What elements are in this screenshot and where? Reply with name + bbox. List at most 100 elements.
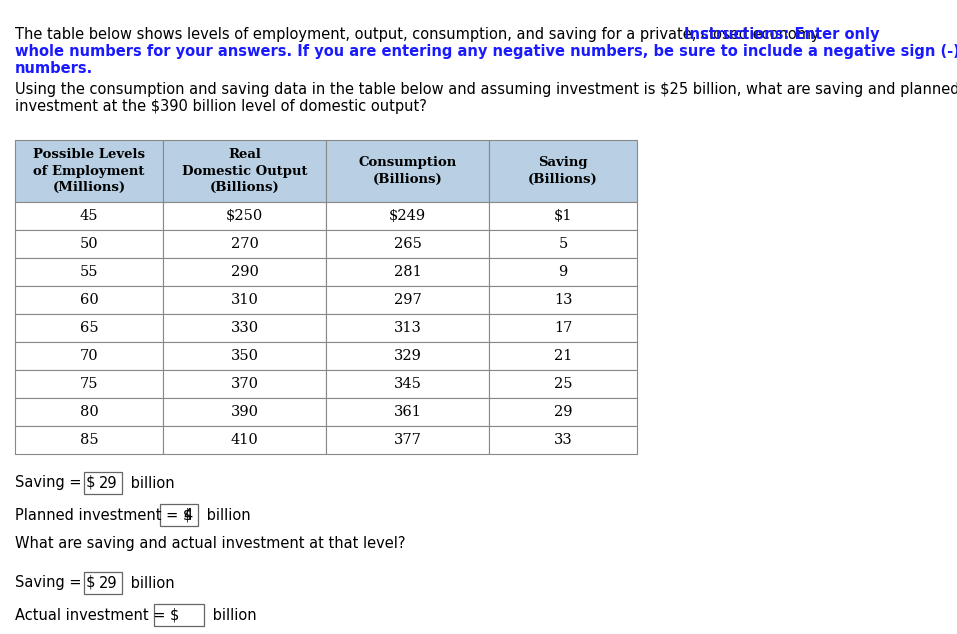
Text: 85: 85 bbox=[79, 433, 99, 447]
Text: 45: 45 bbox=[79, 209, 99, 223]
Text: 361: 361 bbox=[393, 405, 421, 419]
Text: billion: billion bbox=[126, 576, 175, 590]
Text: 50: 50 bbox=[79, 237, 99, 251]
Bar bbox=[15, 314, 163, 342]
Text: 29: 29 bbox=[554, 405, 572, 419]
Text: 290: 290 bbox=[231, 265, 258, 279]
Bar bbox=[326, 342, 489, 370]
Text: 329: 329 bbox=[393, 349, 421, 363]
Text: numbers.: numbers. bbox=[15, 61, 93, 76]
Text: 70: 70 bbox=[79, 349, 99, 363]
Text: Actual investment = $: Actual investment = $ bbox=[15, 607, 184, 623]
Text: 265: 265 bbox=[393, 237, 421, 251]
Text: 80: 80 bbox=[79, 405, 99, 419]
Bar bbox=[15, 230, 163, 258]
Bar bbox=[489, 314, 637, 342]
Text: Saving
(Billions): Saving (Billions) bbox=[528, 156, 598, 186]
Bar bbox=[163, 202, 326, 230]
Text: 370: 370 bbox=[231, 377, 258, 391]
Bar bbox=[489, 398, 637, 426]
Text: 55: 55 bbox=[79, 265, 99, 279]
Text: 29: 29 bbox=[99, 476, 118, 491]
Bar bbox=[15, 426, 163, 454]
Text: 9: 9 bbox=[558, 265, 568, 279]
Text: 29: 29 bbox=[99, 576, 118, 590]
Bar bbox=[163, 140, 326, 202]
Text: Saving = $: Saving = $ bbox=[15, 576, 100, 590]
Bar bbox=[15, 370, 163, 398]
Bar bbox=[489, 342, 637, 370]
Bar bbox=[489, 230, 637, 258]
Text: Consumption
(Billions): Consumption (Billions) bbox=[358, 156, 456, 186]
Bar bbox=[163, 370, 326, 398]
Text: 5: 5 bbox=[558, 237, 568, 251]
Bar bbox=[160, 504, 198, 526]
Text: 65: 65 bbox=[79, 321, 99, 335]
Text: billion: billion bbox=[208, 607, 256, 623]
Text: 17: 17 bbox=[554, 321, 572, 335]
Bar bbox=[326, 398, 489, 426]
Text: 33: 33 bbox=[554, 433, 572, 447]
Text: $250: $250 bbox=[226, 209, 263, 223]
Text: 390: 390 bbox=[231, 405, 258, 419]
Bar bbox=[489, 286, 637, 314]
Text: 4: 4 bbox=[184, 507, 193, 522]
Text: investment at the $390 billion level of domestic output?: investment at the $390 billion level of … bbox=[15, 99, 427, 114]
Bar bbox=[326, 286, 489, 314]
Bar bbox=[163, 342, 326, 370]
Text: 60: 60 bbox=[79, 293, 99, 307]
Text: $249: $249 bbox=[389, 209, 426, 223]
Bar bbox=[489, 258, 637, 286]
Text: 313: 313 bbox=[393, 321, 421, 335]
Bar bbox=[84, 572, 122, 594]
Bar bbox=[154, 604, 204, 626]
Bar bbox=[326, 258, 489, 286]
Text: 21: 21 bbox=[554, 349, 572, 363]
Bar bbox=[15, 140, 163, 202]
Bar bbox=[84, 472, 122, 494]
Bar bbox=[15, 286, 163, 314]
Bar bbox=[326, 314, 489, 342]
Bar bbox=[489, 370, 637, 398]
Bar bbox=[163, 426, 326, 454]
Text: What are saving and actual investment at that level?: What are saving and actual investment at… bbox=[15, 536, 406, 551]
Bar bbox=[326, 426, 489, 454]
Text: Possible Levels
of Employment
(Millions): Possible Levels of Employment (Millions) bbox=[33, 148, 145, 194]
Bar bbox=[326, 140, 489, 202]
Text: 377: 377 bbox=[393, 433, 421, 447]
Bar bbox=[489, 202, 637, 230]
Bar bbox=[163, 258, 326, 286]
Text: 25: 25 bbox=[554, 377, 572, 391]
Text: 297: 297 bbox=[393, 293, 421, 307]
Text: 345: 345 bbox=[393, 377, 421, 391]
Text: $1: $1 bbox=[554, 209, 572, 223]
Bar bbox=[163, 314, 326, 342]
Bar bbox=[15, 342, 163, 370]
Text: billion: billion bbox=[126, 476, 175, 491]
Text: 270: 270 bbox=[231, 237, 258, 251]
Text: 350: 350 bbox=[231, 349, 258, 363]
Text: Real
Domestic Output
(Billions): Real Domestic Output (Billions) bbox=[182, 148, 307, 194]
Text: billion: billion bbox=[202, 507, 251, 522]
Bar bbox=[489, 140, 637, 202]
Text: Saving = $: Saving = $ bbox=[15, 476, 100, 491]
Text: 281: 281 bbox=[393, 265, 421, 279]
Bar bbox=[489, 426, 637, 454]
Bar bbox=[163, 230, 326, 258]
Bar bbox=[326, 202, 489, 230]
Bar bbox=[326, 230, 489, 258]
Text: Planned investment = $: Planned investment = $ bbox=[15, 507, 197, 522]
Text: 410: 410 bbox=[231, 433, 258, 447]
Text: 330: 330 bbox=[231, 321, 258, 335]
Text: The table below shows levels of employment, output, consumption, and saving for : The table below shows levels of employme… bbox=[15, 27, 827, 42]
Bar bbox=[15, 398, 163, 426]
Text: Using the consumption and saving data in the table below and assuming investment: Using the consumption and saving data in… bbox=[15, 82, 957, 97]
Text: Instructions: Enter only: Instructions: Enter only bbox=[684, 27, 879, 42]
Bar bbox=[163, 398, 326, 426]
Bar bbox=[163, 286, 326, 314]
Bar bbox=[15, 202, 163, 230]
Bar bbox=[326, 370, 489, 398]
Text: whole numbers for your answers. If you are entering any negative numbers, be sur: whole numbers for your answers. If you a… bbox=[15, 44, 957, 59]
Text: 75: 75 bbox=[79, 377, 99, 391]
Text: 310: 310 bbox=[231, 293, 258, 307]
